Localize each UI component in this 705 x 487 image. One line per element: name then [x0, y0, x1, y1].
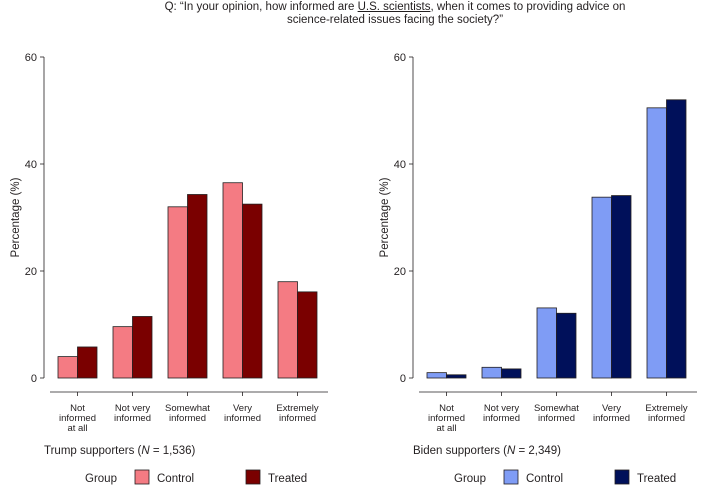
treated-bar: [666, 99, 687, 379]
legend-treated-label: Treated: [268, 473, 307, 485]
x-tick-label: informed: [279, 413, 316, 424]
treated-bar: [187, 194, 208, 379]
x-tick-label: informed: [428, 413, 465, 424]
control-bar: [591, 196, 612, 379]
x-tick-label: informed: [593, 413, 630, 424]
legend-control-label: Control: [157, 473, 194, 485]
question-suffix: , when it comes to providing advice on s…: [286, 1, 626, 26]
x-tick-label: Not: [70, 403, 85, 414]
treated-bar: [611, 195, 632, 379]
question-title: Q: “In your opinion, how informed are U.…: [150, 1, 640, 26]
control-bar: [536, 307, 557, 379]
x-tick-label: informed: [648, 413, 685, 424]
x-tick-label: informed: [114, 413, 151, 424]
x-axis-label-prefix: Trump supporters (: [44, 445, 142, 457]
control-bar: [222, 182, 243, 379]
y-tick-label: 0: [400, 373, 406, 385]
x-tick-label: informed: [483, 413, 520, 424]
x-tick-label: informed: [59, 413, 96, 424]
control-bar: [426, 372, 447, 379]
x-tick-label: Very: [233, 403, 252, 414]
x-axis-label: Biden supporters (N = 2,349): [413, 445, 561, 457]
x-tick-label: Somewhat: [165, 403, 210, 414]
y-axis-label: Percentage (%): [10, 177, 22, 257]
treated-bar: [297, 291, 318, 379]
legend-control-swatch: [134, 469, 150, 485]
x-axis-label-prefix: Biden supporters (: [413, 445, 507, 457]
legend-treated-swatch: [614, 469, 630, 485]
x-tick-label: Very: [602, 403, 621, 414]
x-tick-label: Not: [439, 403, 454, 414]
treated-bar: [132, 316, 153, 379]
y-tick-label: 20: [394, 266, 406, 278]
treated-bar: [242, 203, 263, 379]
x-tick-label: informed: [224, 413, 261, 424]
x-tick-label: Extremely: [645, 403, 687, 414]
control-bar: [112, 326, 133, 379]
x-tick-label: at all: [67, 423, 87, 434]
treated-bar: [77, 346, 98, 379]
legend-treated-swatch: [245, 469, 261, 485]
treated-bar: [556, 312, 577, 379]
legend-title: Group: [85, 473, 117, 485]
y-axis-label: Percentage (%): [379, 177, 391, 257]
x-tick-label: at all: [436, 423, 456, 434]
treated-bar: [446, 374, 467, 379]
legend-treated-label: Treated: [637, 473, 676, 485]
y-tick-label: 0: [31, 373, 37, 385]
y-tick-label: 20: [25, 266, 37, 278]
y-tick-label: 60: [394, 52, 406, 64]
control-bar: [57, 356, 78, 379]
legend-control-label: Control: [526, 473, 563, 485]
control-bar: [167, 206, 188, 379]
x-tick-label: informed: [538, 413, 575, 424]
x-tick-label: Extremely: [276, 403, 318, 414]
control-bar: [481, 366, 502, 379]
x-axis-label-n: N: [507, 445, 516, 457]
x-axis-label-n: N: [141, 445, 150, 457]
y-tick-label: 60: [25, 52, 37, 64]
x-tick-label: informed: [169, 413, 206, 424]
x-tick-label: Somewhat: [534, 403, 579, 414]
control-bar: [277, 281, 298, 379]
x-axis-label-suffix: = 2,349): [515, 445, 561, 457]
legend-title: Group: [454, 473, 486, 485]
x-tick-label: Not very: [115, 403, 151, 414]
question-emphasis: U.S. scientists: [357, 1, 431, 13]
x-axis-label: Trump supporters (N = 1,536): [44, 445, 196, 457]
question-prefix: Q: “In your opinion, how informed are: [164, 1, 358, 13]
control-bar: [646, 107, 667, 379]
x-tick-label: Not very: [484, 403, 520, 414]
treated-bar: [501, 368, 522, 379]
y-tick-label: 40: [394, 159, 406, 171]
y-tick-label: 40: [25, 159, 37, 171]
legend-control-swatch: [503, 469, 519, 485]
x-axis-label-suffix: = 1,536): [150, 445, 196, 457]
